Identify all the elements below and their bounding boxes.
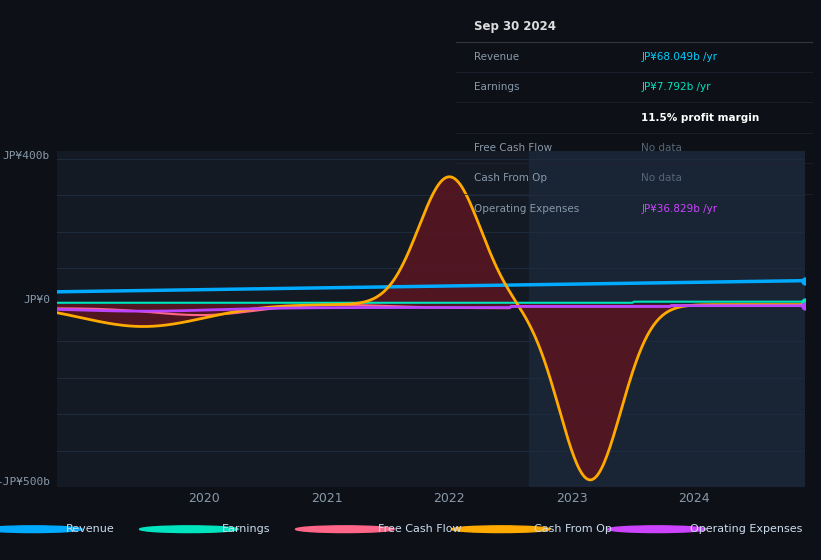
Text: Free Cash Flow: Free Cash Flow <box>474 143 552 153</box>
Circle shape <box>452 526 550 533</box>
Text: Revenue: Revenue <box>474 52 519 62</box>
Text: Earnings: Earnings <box>474 82 519 92</box>
Circle shape <box>296 526 394 533</box>
Text: Operating Expenses: Operating Expenses <box>690 524 802 534</box>
Text: Cash From Op: Cash From Op <box>534 524 612 534</box>
Circle shape <box>0 526 82 533</box>
Bar <box>529 151 805 487</box>
Text: No data: No data <box>641 174 682 184</box>
Text: Earnings: Earnings <box>222 524 270 534</box>
Text: -JP¥500b: -JP¥500b <box>0 477 50 487</box>
Text: Free Cash Flow: Free Cash Flow <box>378 524 461 534</box>
Text: Operating Expenses: Operating Expenses <box>474 204 579 214</box>
Text: JP¥400b: JP¥400b <box>2 151 50 161</box>
Text: JP¥7.792b /yr: JP¥7.792b /yr <box>641 82 711 92</box>
Text: No data: No data <box>641 143 682 153</box>
Text: Sep 30 2024: Sep 30 2024 <box>474 20 556 33</box>
Text: JP¥68.049b /yr: JP¥68.049b /yr <box>641 52 718 62</box>
Text: JP¥36.829b /yr: JP¥36.829b /yr <box>641 204 718 214</box>
Text: Revenue: Revenue <box>66 524 114 534</box>
Text: JP¥0: JP¥0 <box>23 295 50 305</box>
Text: 11.5% profit margin: 11.5% profit margin <box>641 113 759 123</box>
Circle shape <box>140 526 238 533</box>
Text: Cash From Op: Cash From Op <box>474 174 547 184</box>
Circle shape <box>608 526 706 533</box>
